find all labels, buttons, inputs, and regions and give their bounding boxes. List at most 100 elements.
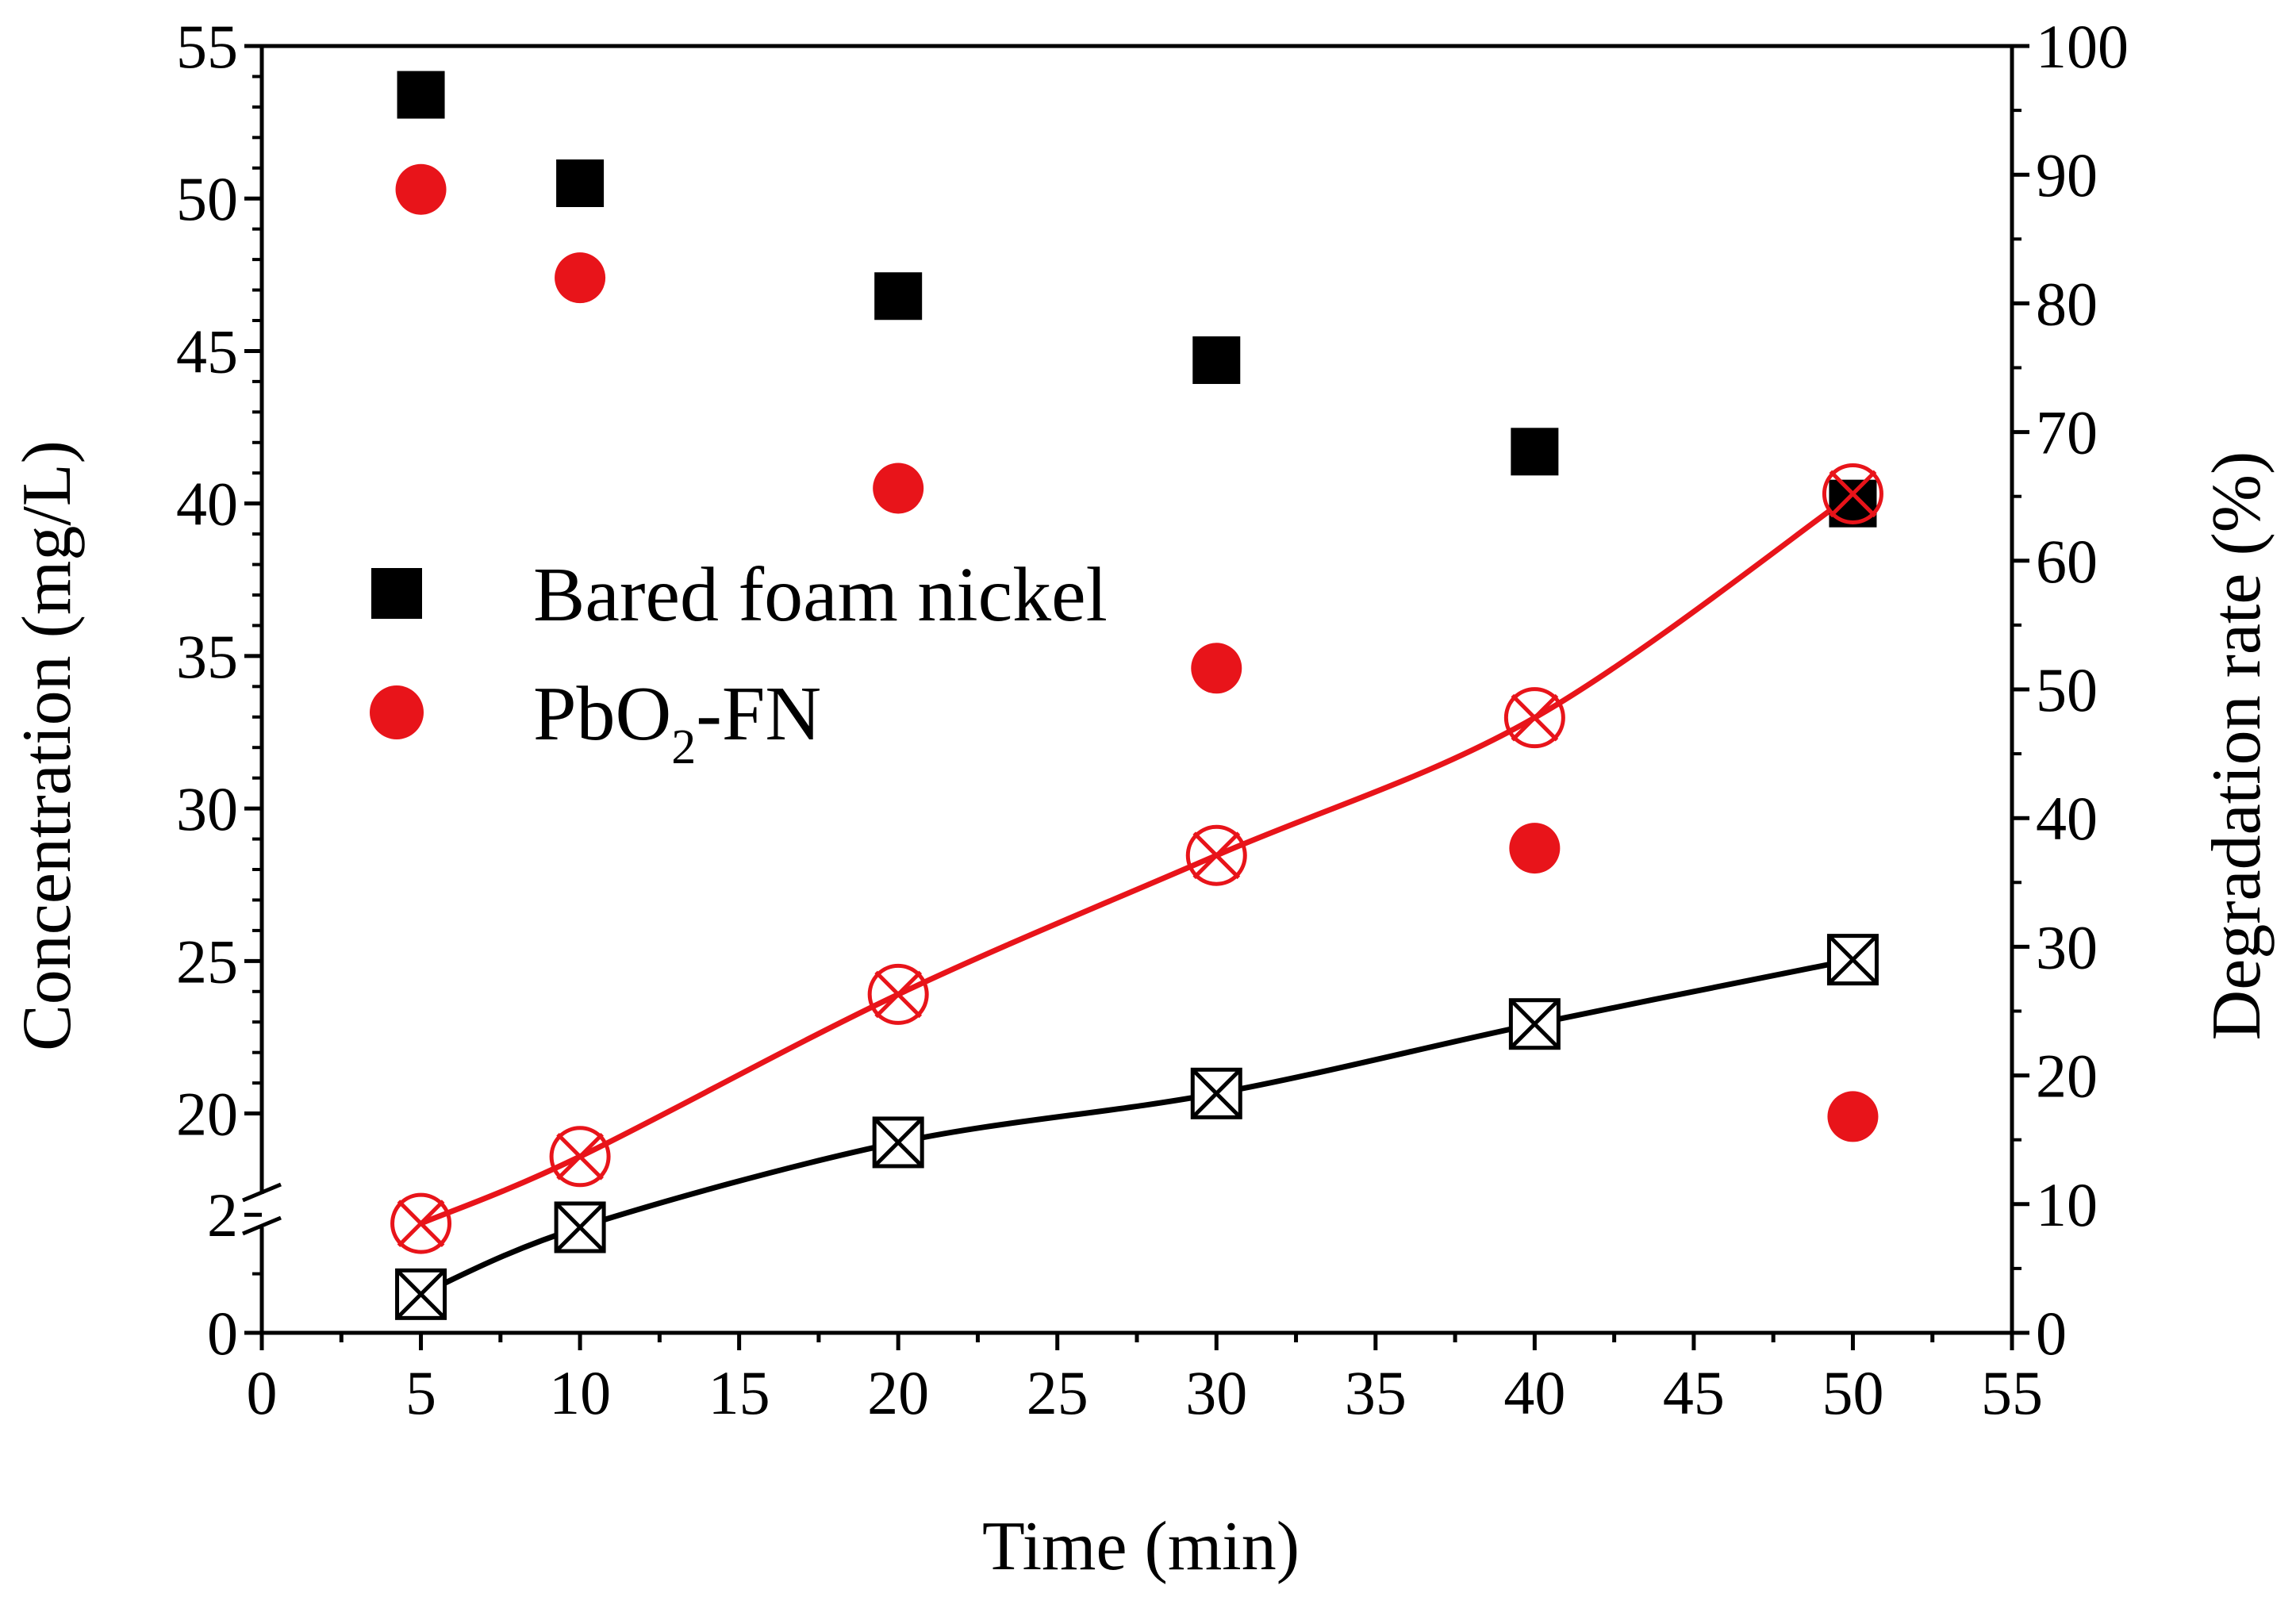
y-axis-left-title: Concentration (mg/L) xyxy=(9,440,86,1051)
series-3-point-0-shape xyxy=(390,1192,452,1254)
y-left-tick-label: 35 xyxy=(176,622,238,691)
series-2-point-1 xyxy=(554,1201,606,1253)
y-right-tick-label: 50 xyxy=(2036,655,2098,724)
legend-marker-1 xyxy=(370,685,424,739)
x-tick-label: 35 xyxy=(1345,1358,1407,1427)
series-3-point-3-cross-b xyxy=(1192,831,1241,880)
tick-labels: 0 5 10 15 20 25 30 35 40 45 50 55022025303540455055… xyxy=(176,12,2129,1427)
series-3-point-5 xyxy=(1822,463,1883,524)
series-2-point-0-cross-b xyxy=(395,1269,447,1320)
series-2-point-5 xyxy=(1826,934,1879,986)
x-tick-label: 15 xyxy=(708,1358,770,1427)
series-2-point-1-cross-b xyxy=(555,1202,605,1253)
y-left-tick-label: 40 xyxy=(176,470,238,539)
x-tick-label: 55 xyxy=(1981,1358,2043,1427)
series-0-point-5 xyxy=(1829,479,1877,528)
series-0-point-4 xyxy=(1511,428,1559,476)
axis-break-mark-upper xyxy=(242,1182,282,1203)
legend-label-0: Bared foam nickel xyxy=(533,552,1108,638)
series-0-point-3-shape xyxy=(1192,336,1241,384)
series-3-point-0 xyxy=(390,1192,452,1254)
x-tick-label: 20 xyxy=(867,1358,929,1427)
series-0-point-5-shape xyxy=(1829,479,1877,528)
series-1-point-3-shape xyxy=(1191,643,1242,694)
x-tick-label: 0 xyxy=(247,1358,278,1427)
series-0-point-3 xyxy=(1192,336,1241,384)
series-layer xyxy=(390,71,1883,1320)
x-tick-label: 40 xyxy=(1503,1358,1565,1427)
series-3-point-1-cross-b xyxy=(556,1132,604,1180)
series-3-point-4-shape xyxy=(1503,687,1565,749)
series-1-point-4-shape xyxy=(1509,823,1561,874)
series-3-point-5-shape xyxy=(1822,463,1883,524)
y-right-tick-label: 0 xyxy=(2036,1299,2067,1368)
series-3-point-2-shape xyxy=(867,963,929,1025)
y-right-tick-label: 100 xyxy=(2036,12,2129,81)
series-0-point-2-shape xyxy=(874,272,923,321)
series-1-point-5-shape xyxy=(1827,1091,1879,1142)
series-0-point-4-shape xyxy=(1511,428,1559,476)
legend-label-subscript: 2 xyxy=(671,720,696,774)
series-2-point-2 xyxy=(872,1116,924,1169)
y-right-tick-label: 90 xyxy=(2036,140,2098,209)
series-0-point-0 xyxy=(397,71,445,119)
series-2-point-3 xyxy=(1190,1067,1242,1119)
x-tick-label: 45 xyxy=(1663,1358,1725,1427)
y-left-tick-label: 2 xyxy=(207,1180,238,1250)
series-3-point-3 xyxy=(1185,824,1247,886)
y-left-tick-label: 50 xyxy=(176,164,238,233)
series-2-point-2-cross-b xyxy=(873,1117,923,1168)
series-3-point-2 xyxy=(867,963,929,1025)
y-left-tick-label: 20 xyxy=(176,1080,238,1149)
series-1-point-0 xyxy=(395,163,447,215)
x-tick-label: 25 xyxy=(1027,1358,1088,1427)
y-left-tick-label: 0 xyxy=(207,1299,238,1368)
legend-label-part: -FN xyxy=(696,671,821,757)
series-2-point-5-cross-b xyxy=(1827,934,1879,985)
series-line-3 xyxy=(420,491,1855,1227)
series-0-point-1 xyxy=(556,159,605,207)
legend-marker-0 xyxy=(371,568,422,619)
series-1-point-0-shape xyxy=(395,163,447,215)
series-3-point-1-shape xyxy=(549,1126,611,1188)
legend: Bared foam nickel PbO2-FN xyxy=(370,552,1108,774)
series-3-point-3-shape xyxy=(1185,824,1247,886)
y-left-tick-label: 25 xyxy=(176,927,238,996)
series-3-point-1 xyxy=(549,1126,611,1188)
y-right-tick-label: 60 xyxy=(2036,527,2098,596)
legend-label-part: PbO xyxy=(533,671,671,757)
legend-marker-0-shape xyxy=(371,568,422,619)
y-right-tick-label: 40 xyxy=(2036,784,2098,853)
y-right-tick-label: 30 xyxy=(2036,912,2098,981)
series-1-point-1 xyxy=(555,252,606,304)
x-tick-label: 10 xyxy=(549,1358,611,1427)
series-1-point-3 xyxy=(1191,643,1242,694)
y-left-tick-label: 45 xyxy=(176,317,238,386)
series-3-point-0-cross-b xyxy=(397,1200,445,1247)
axis-break-mark-lower xyxy=(242,1215,282,1236)
x-tick-label: 5 xyxy=(405,1358,436,1427)
series-2-point-3-cross-b xyxy=(1191,1068,1242,1119)
series-2-point-4 xyxy=(1508,998,1561,1050)
plot-frame xyxy=(242,44,2014,1335)
x-axis-title: Time (min) xyxy=(982,1508,1300,1585)
series-1-point-4 xyxy=(1509,823,1561,874)
y-right-tick-label: 80 xyxy=(2036,269,2098,338)
series-1-point-5 xyxy=(1827,1091,1879,1142)
y-left-tick-label: 55 xyxy=(176,12,238,81)
x-tick-label: 30 xyxy=(1185,1358,1247,1427)
series-1-point-2 xyxy=(873,463,924,514)
series-0-point-0-shape xyxy=(397,71,445,119)
y-right-tick-label: 70 xyxy=(2036,398,2098,467)
y-axis-right-title: Degradation rate (%) xyxy=(2198,451,2275,1041)
series-2-point-0 xyxy=(395,1268,447,1320)
series-3-point-4-cross-b xyxy=(1511,693,1559,742)
legend-marker-1-shape xyxy=(370,685,424,739)
series-2-point-4-cross-b xyxy=(1509,998,1561,1050)
series-3-point-4 xyxy=(1503,687,1565,749)
y-right-tick-label: 10 xyxy=(2036,1170,2098,1239)
series-0-point-1-shape xyxy=(556,159,605,207)
x-tick-label: 50 xyxy=(1822,1358,1883,1427)
series-1-point-1-shape xyxy=(555,252,606,304)
